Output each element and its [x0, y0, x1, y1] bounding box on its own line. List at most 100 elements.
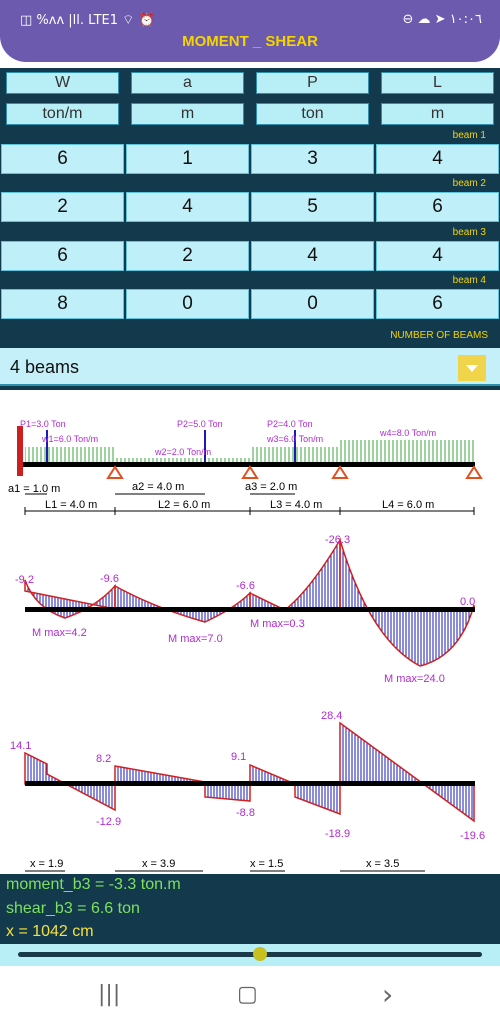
input-panel: W a P L ton/m m ton m beam 1 6 1 3 4 bea…	[0, 68, 500, 390]
moment-span-2	[114, 584, 251, 623]
beam-3-l-input[interactable]: 4	[376, 241, 499, 271]
header-p: P	[256, 72, 369, 94]
beam-2-p-input[interactable]: 5	[251, 192, 374, 222]
beam-3-a-input[interactable]: 2	[126, 241, 249, 271]
beam-2-a-input[interactable]: 4	[126, 192, 249, 222]
beam-1-a-input[interactable]: 1	[126, 144, 249, 174]
beam-4-l-input[interactable]: 6	[376, 289, 499, 319]
beam-1-w-input[interactable]: 6	[1, 144, 124, 174]
shear-baseline	[25, 781, 475, 786]
unit-p: ton	[256, 103, 369, 125]
beam-2-l-input[interactable]: 6	[376, 192, 499, 222]
support-2	[241, 465, 259, 479]
beam-3-p-input[interactable]: 4	[251, 241, 374, 271]
w2-load	[115, 458, 250, 464]
beam-1-l-input[interactable]: 4	[376, 144, 499, 174]
status-icons-right: ⊖ ☁ ➤ ١٠:٠٦	[402, 12, 483, 27]
moment-baseline	[25, 607, 475, 612]
w1-label: w1=6.0 Ton/m	[41, 434, 98, 444]
moment-max-4: M max=24.0	[384, 673, 445, 685]
beam-4-label: beam 4	[452, 275, 486, 286]
support-1	[106, 465, 124, 479]
a3-label: a3 = 2.0 m	[245, 481, 297, 493]
moment-value-1: -9.2	[15, 574, 34, 586]
shear-value-7: -18.9	[325, 828, 350, 840]
w3-label: w3=6.0 Ton/m	[266, 434, 323, 444]
x-label-1: x = 1.9	[30, 858, 63, 870]
beam-1-p-input[interactable]: 3	[251, 144, 374, 174]
moment-value-2: -9.6	[100, 573, 119, 585]
load-diagram: P1=3.0 Ton P2=5.0 Ton P2=4.0 Ton w1=6.0 …	[8, 419, 483, 515]
shear-span-4	[339, 721, 475, 823]
header-w: W	[6, 72, 119, 94]
shear-value-1: 14.1	[10, 740, 31, 752]
l1-label: L1 = 4.0 m	[45, 499, 97, 511]
diagram-canvas: P1=3.0 Ton P2=5.0 Ton P2=4.0 Ton w1=6.0 …	[8, 419, 485, 872]
shear-value-5: -8.8	[236, 807, 255, 819]
shear-value-4: 9.1	[231, 751, 246, 763]
beam-1-label: beam 1	[452, 130, 486, 141]
moment-max-2: M max=7.0	[168, 633, 223, 645]
moment-span-1	[24, 579, 116, 619]
number-of-beams-value: 4 beams	[10, 357, 80, 377]
system-nav-bar: ||| ▢ ›	[0, 966, 500, 1024]
beam-line	[23, 462, 475, 467]
w1-load	[25, 447, 115, 464]
beam-4-a-input[interactable]: 0	[126, 289, 249, 319]
shear-span-3	[249, 763, 341, 816]
slider-track[interactable]	[18, 952, 482, 957]
status-icons-left: ◫ %ʌʌ |ll. LTE1 ⌔ ⏰	[20, 13, 155, 28]
position-result: x = 1042 cm	[6, 923, 94, 940]
number-of-beams-label: NUMBER OF BEAMS	[390, 330, 488, 341]
p3-label: P2=4.0 Ton	[267, 419, 313, 429]
back-icon[interactable]: ›	[382, 978, 394, 1011]
unit-w: ton/m	[6, 103, 119, 125]
number-of-beams-dropdown[interactable]: 4 beams	[0, 348, 500, 386]
beam-3-label: beam 3	[452, 227, 486, 238]
shear-value-6: 28.4	[321, 710, 342, 722]
l4-label: L4 = 6.0 m	[382, 499, 434, 511]
shear-value-8: -19.6	[460, 830, 485, 842]
moment-span-3	[249, 537, 341, 611]
unit-l: m	[381, 103, 494, 125]
l3-label: L3 = 4.0 m	[270, 499, 322, 511]
moment-value-4: -26.3	[325, 534, 350, 546]
beam-2-w-input[interactable]: 2	[1, 192, 124, 222]
p1-label: P1=3.0 Ton	[20, 419, 66, 429]
support-4	[465, 465, 483, 479]
a1-label: a1 = 1.0 m	[8, 483, 60, 495]
unit-a: m	[131, 103, 244, 125]
beam-2-label: beam 2	[452, 178, 486, 189]
moment-diagram: -9.2 -9.6 -6.6 -26.3 0.0 M max=4.2 M max…	[15, 534, 475, 685]
shear-diagram: 14.1 8.2 -12.9 9.1 -8.8 28.4 -18.9 -19.6…	[10, 710, 485, 872]
w2-label: w2=2.0 Ton/m	[154, 447, 211, 457]
beam-3-w-input[interactable]: 6	[1, 241, 124, 271]
x-label-3: x = 1.5	[250, 858, 283, 870]
beam-4-w-input[interactable]: 8	[1, 289, 124, 319]
shear-result: shear_b3 = 6.6 ton	[6, 900, 140, 917]
l2-label: L2 = 6.0 m	[158, 499, 210, 511]
app-title: MOMENT _ SHEAR	[182, 33, 318, 50]
recent-apps-icon[interactable]: |||	[98, 982, 121, 1007]
moment-value-5: 0.0	[460, 596, 475, 608]
moment-span-4	[339, 539, 475, 667]
dropdown-arrow-icon[interactable]	[458, 355, 486, 381]
x-label-2: x = 3.9	[142, 858, 175, 870]
shear-value-2: 8.2	[96, 753, 111, 765]
moment-result: moment_b3 = -3.3 ton.m	[6, 876, 181, 893]
w4-label: w4=8.0 Ton/m	[379, 428, 436, 438]
beam-4-p-input[interactable]: 0	[251, 289, 374, 319]
results-panel: moment_b3 = -3.3 ton.m shear_b3 = 6.6 to…	[0, 874, 500, 944]
p2-label: P2=5.0 Ton	[177, 419, 223, 429]
shear-value-3: -12.9	[96, 816, 121, 828]
home-icon[interactable]: ▢	[237, 982, 258, 1007]
slider-thumb[interactable]	[253, 947, 267, 961]
w4-load	[340, 440, 474, 464]
header-a: a	[131, 72, 244, 94]
a2-label: a2 = 4.0 m	[132, 481, 184, 493]
support-3	[331, 465, 349, 479]
header-l: L	[381, 72, 494, 94]
x-label-4: x = 3.5	[366, 858, 399, 870]
position-slider[interactable]	[0, 944, 500, 966]
status-bar: ◫ %ʌʌ |ll. LTE1 ⌔ ⏰ ⊖ ☁ ➤ ١٠:٠٦ MOMENT _…	[0, 0, 500, 62]
